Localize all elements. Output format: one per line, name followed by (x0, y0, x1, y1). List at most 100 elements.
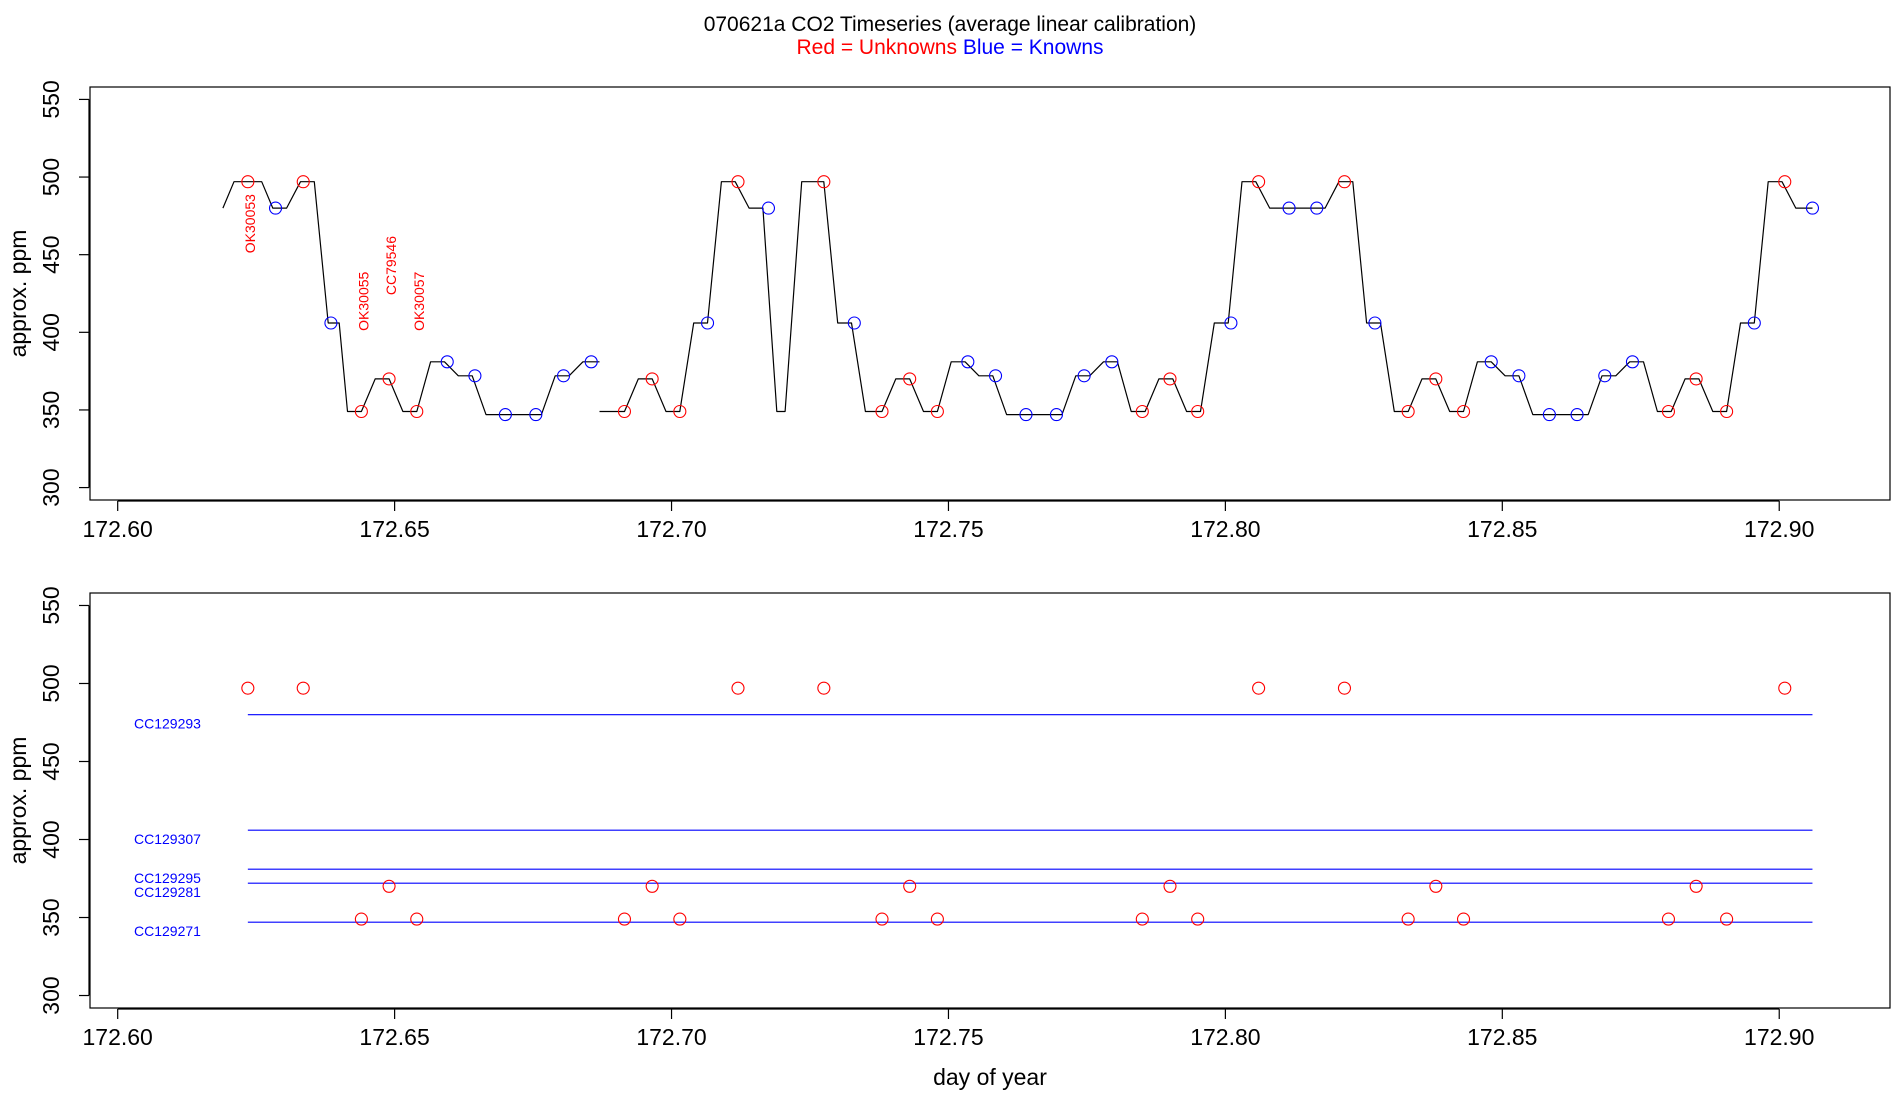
legend-knowns: Blue = Knowns (962, 36, 1104, 59)
known-point (1282, 201, 1296, 215)
unknown-point (875, 912, 889, 926)
timeseries-trace (599, 181, 1813, 416)
unknown-point (1689, 879, 1703, 893)
y-tick-label: 400 (38, 820, 64, 858)
unknown-point (645, 372, 659, 386)
x-tick-label: 172.70 (636, 1024, 706, 1050)
x-axis-title: day of year (933, 1064, 1047, 1090)
unknown-point (930, 912, 944, 926)
x-tick-label: 172.65 (359, 516, 429, 542)
reference-line-label: CC129281 (134, 884, 201, 900)
unknown-point (1401, 912, 1415, 926)
known-point (1224, 316, 1238, 330)
unknown-point (1252, 175, 1266, 189)
y-axis-title: approx. ppm (5, 230, 31, 358)
known-point (1542, 408, 1556, 422)
x-axis: 172.60 172.65 172.70 172.75 172.80 172.85 172.… (83, 500, 1814, 542)
reference-line-label: CC129293 (134, 716, 201, 732)
known-point (700, 316, 715, 330)
y-tick-label: 500 (38, 158, 64, 196)
y-tick-label: 500 (38, 664, 64, 702)
known-point (1512, 369, 1526, 383)
chart-legend: Red = Unknowns Blue = Knowns (0, 36, 1900, 60)
y-axis-title: approx. ppm (5, 737, 31, 865)
chart-title: 070621a CO2 Timeseries (average linear c… (703, 13, 1197, 36)
unknown-point (354, 404, 368, 419)
x-tick-label: 172.75 (913, 1024, 983, 1050)
y-axis: 300 350 400 450 500 550 (38, 586, 90, 1015)
unknown-point (903, 879, 917, 893)
unknown-point (645, 879, 659, 893)
known-point (1484, 355, 1498, 369)
unknown-point (673, 404, 687, 419)
y-tick-label: 350 (38, 898, 64, 936)
unknown-point (382, 372, 396, 386)
unknown-point (1252, 681, 1266, 695)
panel-1: 172.60 172.65 172.70 172.75 172.80 172.85 172.… (5, 80, 1891, 542)
unknown-point (241, 175, 255, 189)
known-point (584, 355, 598, 369)
unknown-point (731, 681, 745, 695)
unknown-point (1163, 879, 1177, 893)
x-tick-label: 172.80 (1190, 516, 1260, 542)
sample-annotation: CC79546 (383, 236, 399, 295)
known-point (1598, 369, 1612, 383)
known-point (529, 408, 543, 422)
y-tick-label: 550 (38, 80, 64, 118)
unknown-point (673, 912, 687, 926)
unknown-point (1456, 404, 1471, 419)
known-point (324, 316, 338, 330)
unknown-point (817, 681, 831, 695)
unknown-point (930, 404, 944, 419)
x-tick-label: 172.90 (1744, 516, 1814, 542)
unknown-point (1401, 404, 1415, 419)
unknown-point (1429, 879, 1443, 893)
y-tick-label: 300 (38, 976, 64, 1014)
y-tick-label: 550 (38, 586, 64, 624)
sample-annotation: OK30057 (411, 271, 427, 330)
unknown-point (1135, 912, 1149, 926)
x-tick-label: 172.80 (1190, 1024, 1260, 1050)
unknown-point (1191, 912, 1205, 926)
known-point (1625, 355, 1640, 369)
y-tick-label: 300 (38, 468, 64, 506)
panel-2: 172.60 172.65 172.70 172.75 172.80 172.85 172.… (5, 586, 1891, 1090)
known-point (961, 355, 975, 369)
unknown-point (1337, 681, 1352, 695)
known-point (1105, 355, 1119, 369)
unknown-point (410, 912, 424, 926)
known-point (440, 355, 454, 369)
known-point (988, 369, 1003, 383)
y-tick-label: 450 (38, 742, 64, 780)
x-tick-label: 172.65 (359, 1024, 429, 1050)
x-tick-label: 172.60 (83, 516, 153, 542)
y-axis: 300 350 400 450 500 550 (38, 80, 90, 507)
unknown-point (1191, 404, 1205, 419)
known-point (1747, 316, 1761, 330)
plot-frame (89, 592, 1891, 1009)
unknown-point (617, 404, 632, 419)
sample-annotation: OK30055 (355, 271, 371, 330)
known-point (761, 201, 776, 215)
known-point (1019, 408, 1033, 422)
plot-area (222, 175, 1820, 422)
unknown-point (1456, 912, 1471, 926)
reference-line-label: CC129271 (134, 923, 201, 939)
unknown-point (354, 912, 368, 926)
unknown-point (1135, 404, 1149, 419)
unknown-point (1661, 404, 1676, 419)
unknown-point (731, 175, 745, 189)
y-tick-label: 450 (38, 235, 64, 273)
unknown-point (1163, 372, 1177, 386)
x-tick-label: 172.70 (636, 516, 706, 542)
timeseries-trace (222, 181, 600, 416)
known-point (1570, 408, 1584, 422)
x-tick-label: 172.90 (1744, 1024, 1814, 1050)
x-tick-label: 172.85 (1467, 516, 1537, 542)
unknown-point (382, 879, 396, 893)
unknown-point (296, 175, 310, 189)
reference-line-label: CC129295 (134, 870, 201, 886)
y-tick-label: 350 (38, 391, 64, 429)
